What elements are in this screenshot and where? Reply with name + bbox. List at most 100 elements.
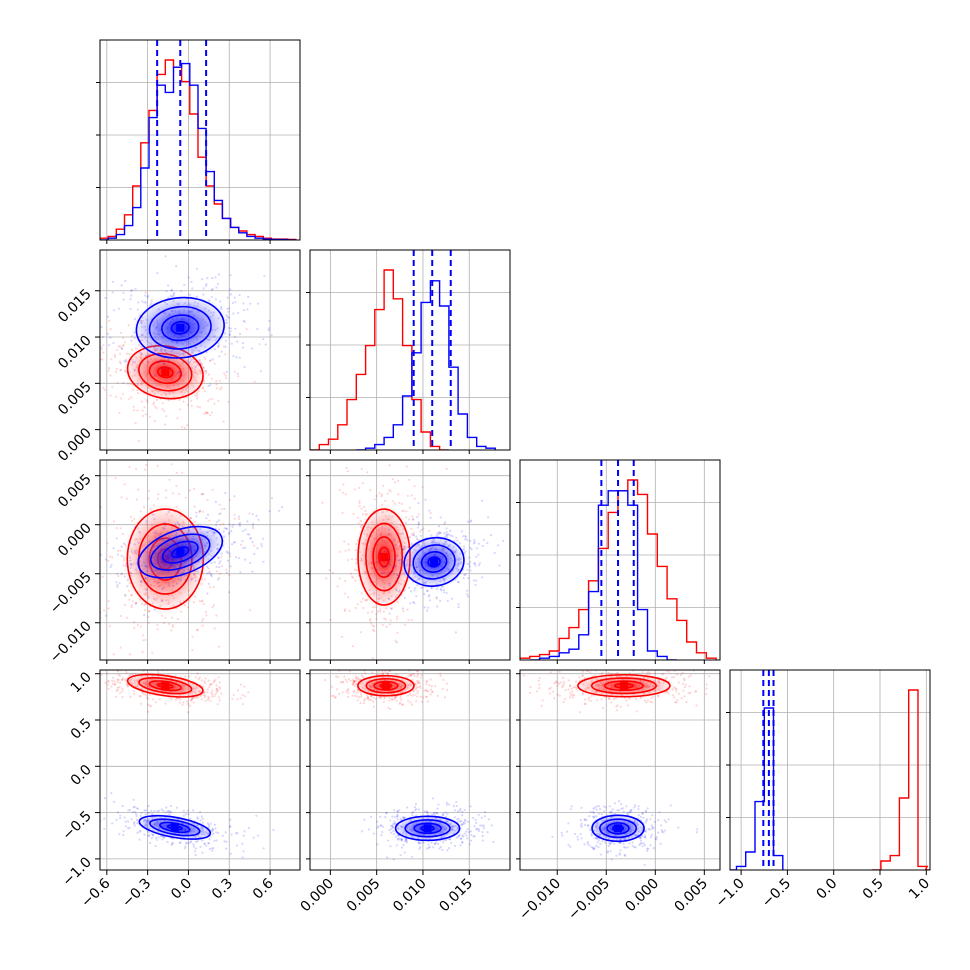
sample-point — [410, 619, 413, 622]
sample-point — [474, 564, 477, 567]
sample-point — [397, 493, 400, 496]
sample-point — [122, 381, 125, 385]
sample-point — [141, 409, 144, 412]
sample-point — [121, 696, 124, 699]
sample-point — [469, 805, 472, 808]
sample-point — [601, 671, 604, 674]
sample-point — [347, 695, 350, 699]
sample-point — [147, 361, 150, 364]
sample-point — [242, 302, 245, 305]
sample-point — [117, 679, 120, 682]
sample-point — [119, 817, 122, 820]
sample-point — [228, 574, 231, 577]
sample-point — [645, 818, 649, 821]
sample-point — [162, 809, 165, 813]
sample-point — [104, 558, 107, 561]
sample-point — [141, 651, 144, 654]
sample-point — [133, 626, 136, 629]
sample-point — [481, 839, 484, 842]
sample-point — [454, 631, 457, 634]
sample-point — [331, 571, 334, 574]
sample-point — [425, 589, 429, 592]
sample-point — [196, 397, 199, 400]
sample-point — [229, 293, 232, 296]
sample-point — [113, 309, 116, 312]
sample-point — [232, 355, 235, 358]
sample-point — [98, 358, 100, 360]
sample-point — [635, 697, 638, 701]
sample-point — [371, 671, 374, 674]
sample-point — [129, 571, 132, 575]
sample-point — [388, 582, 392, 585]
sample-point — [130, 564, 133, 567]
sample-point — [213, 823, 217, 826]
sample-point — [353, 665, 355, 667]
sample-point — [214, 678, 217, 682]
sample-point — [467, 831, 471, 834]
sample-point — [218, 576, 221, 580]
sample-point — [242, 547, 245, 550]
sample-point — [193, 505, 196, 508]
sample-point — [262, 847, 265, 850]
sample-point — [415, 595, 418, 598]
sample-point — [243, 830, 246, 833]
sample-point — [117, 345, 120, 348]
sample-point — [97, 694, 99, 696]
sample-point — [193, 850, 196, 853]
sample-point — [603, 810, 606, 813]
sample-point — [200, 679, 203, 682]
sample-point — [344, 608, 347, 611]
sample-point — [171, 842, 174, 845]
sample-point — [241, 346, 245, 349]
sample-point — [112, 547, 115, 550]
sample-point — [216, 387, 219, 390]
sample-point — [407, 674, 410, 677]
sample-point — [416, 679, 419, 683]
sample-point — [553, 682, 556, 685]
sample-point — [106, 332, 109, 335]
sample-point — [199, 363, 202, 366]
sample-point — [194, 853, 197, 857]
sample-point — [607, 844, 610, 848]
sample-point — [540, 704, 543, 707]
sample-point — [152, 698, 155, 701]
sample-point — [457, 581, 460, 584]
sample-point — [192, 701, 195, 704]
sample-point — [117, 811, 120, 814]
pair-panel-1-2 — [309, 459, 511, 661]
sample-point — [248, 512, 251, 515]
sample-point — [136, 370, 140, 373]
sample-point — [395, 588, 398, 592]
sample-point — [136, 308, 139, 311]
sample-point — [478, 562, 482, 565]
sample-point — [152, 401, 155, 404]
sample-point — [405, 521, 408, 524]
sample-point — [200, 815, 203, 818]
sample-point — [172, 585, 175, 588]
sample-point — [667, 692, 670, 695]
sample-point — [406, 494, 409, 497]
sample-point — [571, 693, 574, 696]
sample-point — [461, 834, 464, 837]
sample-point — [429, 678, 432, 681]
sample-point — [439, 532, 442, 535]
sample-point — [413, 485, 416, 488]
sample-point — [196, 628, 199, 632]
sample-point — [157, 493, 160, 496]
sample-point — [403, 623, 407, 627]
sample-point — [224, 831, 227, 834]
sample-point — [579, 824, 583, 827]
sample-point — [388, 699, 391, 702]
sample-point — [118, 686, 121, 689]
sample-point — [228, 825, 231, 828]
sample-point — [553, 697, 556, 700]
sample-point — [249, 537, 252, 540]
sample-point — [220, 564, 224, 568]
sample-point — [481, 544, 484, 548]
sample-point — [549, 671, 552, 674]
sample-point — [170, 698, 173, 701]
sample-point — [427, 843, 430, 846]
sample-point — [183, 283, 186, 286]
sample-point — [215, 565, 218, 569]
sample-point — [391, 566, 394, 569]
